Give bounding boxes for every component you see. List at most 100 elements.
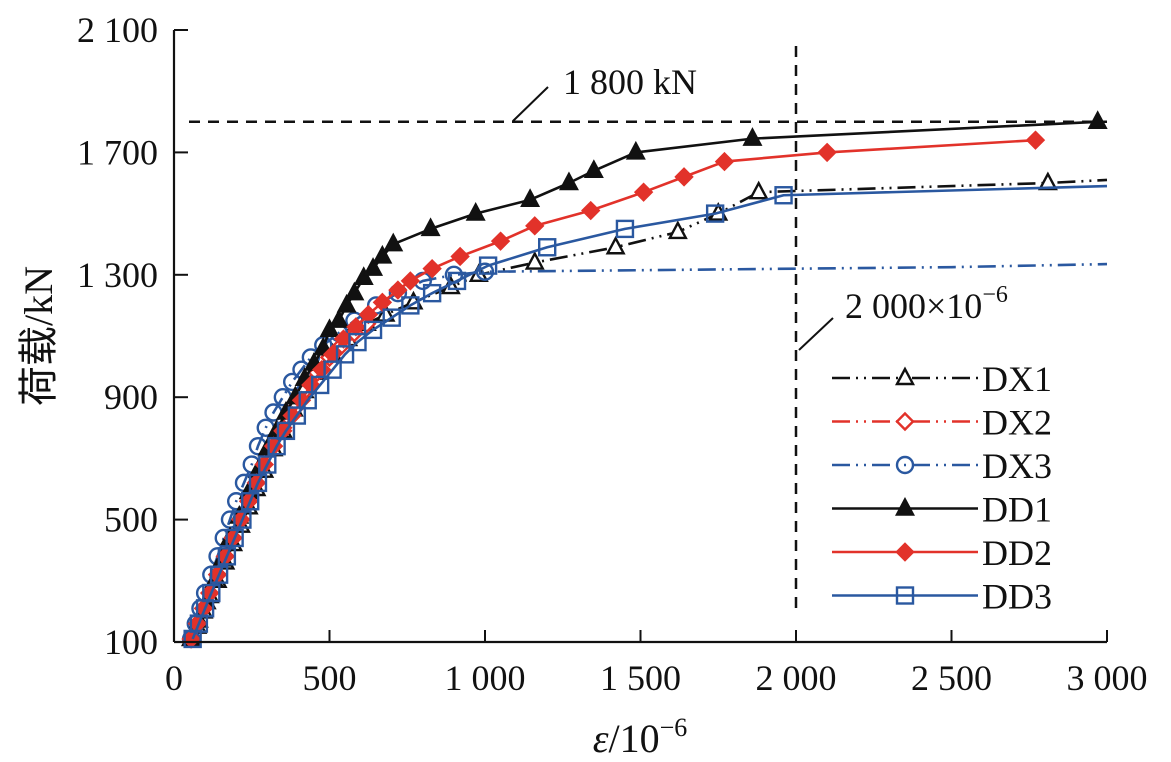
data-point-dd3 [240, 492, 260, 511]
x-axis-title-exp: −6 [660, 713, 688, 742]
data-point-dd1 [625, 140, 646, 160]
data-point-dd3 [348, 332, 367, 352]
y-axis-title: 荷载/kN [16, 266, 61, 406]
data-point-dd1 [742, 127, 763, 146]
annotation-2000-base: 2 000×10 [845, 286, 982, 326]
data-point-dd3 [705, 204, 725, 223]
data-point-dd2 [633, 182, 654, 202]
legend-item-dx3: DX3 [832, 446, 1052, 486]
data-point-dd3 [248, 473, 268, 493]
data-point-dd1 [328, 309, 349, 328]
annotation-2000-exp: −6 [982, 282, 1008, 308]
data-point-dd1 [319, 318, 340, 338]
legend-marker [895, 542, 915, 562]
data-point-dd1 [420, 217, 441, 237]
data-point-dd1 [558, 171, 579, 191]
y-tick-label: 1 300 [77, 255, 158, 295]
annotation-2000-strain: 2 000×10−6 [845, 282, 1008, 326]
data-point-dd3 [615, 219, 635, 239]
x-axis-title-base: /10 [608, 716, 659, 761]
data-point-dd1 [1087, 110, 1108, 130]
data-point-dd3 [363, 320, 383, 340]
legend-label: DD3 [982, 577, 1052, 617]
x-tick-label: 1 500 [600, 658, 681, 698]
legend-item-dd1: DD1 [832, 490, 1052, 530]
data-point-dd1 [336, 293, 357, 313]
data-point-dd2 [490, 231, 511, 251]
data-point-dd3 [382, 308, 401, 327]
data-point-dd3 [209, 565, 229, 584]
data-point-dd3 [298, 391, 317, 410]
data-point-dd3 [202, 583, 221, 603]
data-point-dd1 [363, 257, 384, 276]
data-point-dd2 [400, 271, 421, 291]
series-layer [181, 110, 1108, 649]
x-axis-title: ε/10−6 [593, 713, 688, 761]
data-point-dd3 [538, 238, 557, 257]
series-dd3 [183, 184, 1108, 649]
data-point-dx1 [524, 251, 545, 270]
y-tick-label: 100 [104, 622, 158, 662]
reference-lines [189, 46, 1107, 616]
legend-marker [895, 496, 915, 516]
legend-label: DX3 [982, 446, 1052, 486]
data-point-dd1 [353, 266, 374, 286]
y-ticks: 100 500 900 1 300 1 700 2 100 [77, 10, 188, 662]
series-line-dx1 [189, 178, 1108, 640]
data-point-dd2 [674, 167, 694, 187]
y-tick-label: 1 700 [77, 132, 158, 172]
annotation-1800kn: 1 800 kN [563, 62, 697, 102]
x-ticks: 0 500 1 000 1 500 2 000 2 500 3 000 [165, 630, 1148, 698]
data-point-dd1 [465, 202, 486, 221]
data-point-dx1 [748, 180, 769, 200]
data-point-dd1 [344, 281, 365, 301]
data-point-dd2 [388, 280, 408, 300]
data-point-dd1 [583, 159, 604, 178]
x-tick-label: 500 [303, 658, 357, 698]
annotations: 1 800 kN 2 000×10−6 [512, 62, 1008, 351]
data-point-dd2 [581, 200, 601, 221]
legend-marker [895, 455, 915, 475]
annotation-leader-1800 [512, 86, 549, 122]
data-point-dd3 [217, 547, 237, 566]
x-tick-label: 1 000 [445, 658, 526, 698]
data-point-dd2 [372, 292, 393, 313]
data-point-dd3 [478, 256, 498, 275]
data-point-dd2 [1025, 130, 1046, 150]
data-point-dd1 [372, 244, 393, 264]
data-point-dd1 [383, 232, 404, 252]
legend-marker [895, 411, 915, 432]
data-point-dd2 [714, 151, 735, 172]
y-tick-label: 500 [104, 500, 158, 540]
data-point-dd2 [422, 258, 442, 279]
data-point-dd3 [323, 360, 342, 379]
legend-label: DD1 [982, 490, 1052, 530]
data-point-dd3 [276, 421, 296, 441]
legend-label: DX2 [982, 403, 1052, 443]
data-point-dd2 [817, 142, 837, 163]
data-point-dd2 [450, 246, 470, 267]
y-tick-label: 2 100 [77, 10, 158, 50]
data-point-dd3 [258, 455, 277, 474]
y-tick-label: 900 [104, 377, 158, 417]
legend-marker [895, 586, 915, 605]
legend-label: DX1 [982, 359, 1052, 399]
data-point-dx1 [605, 235, 626, 255]
data-point-dd1 [520, 188, 541, 208]
data-point-dd3 [267, 436, 286, 456]
series-dx1 [181, 171, 1108, 647]
data-point-dd3 [422, 283, 442, 303]
data-point-dd3 [310, 375, 330, 395]
data-point-dd3 [335, 345, 355, 364]
x-tick-label: 2 500 [911, 658, 992, 698]
legend-item-dd3: DD3 [832, 577, 1052, 617]
legend-label: DD2 [982, 533, 1052, 573]
legend-item-dx2: DX2 [832, 403, 1052, 443]
annotation-leader-2000 [798, 317, 834, 351]
data-point-dd3 [287, 406, 307, 425]
x-tick-label: 3 000 [1067, 658, 1148, 698]
data-point-dd2 [525, 216, 545, 236]
data-point-dd3 [401, 296, 420, 315]
